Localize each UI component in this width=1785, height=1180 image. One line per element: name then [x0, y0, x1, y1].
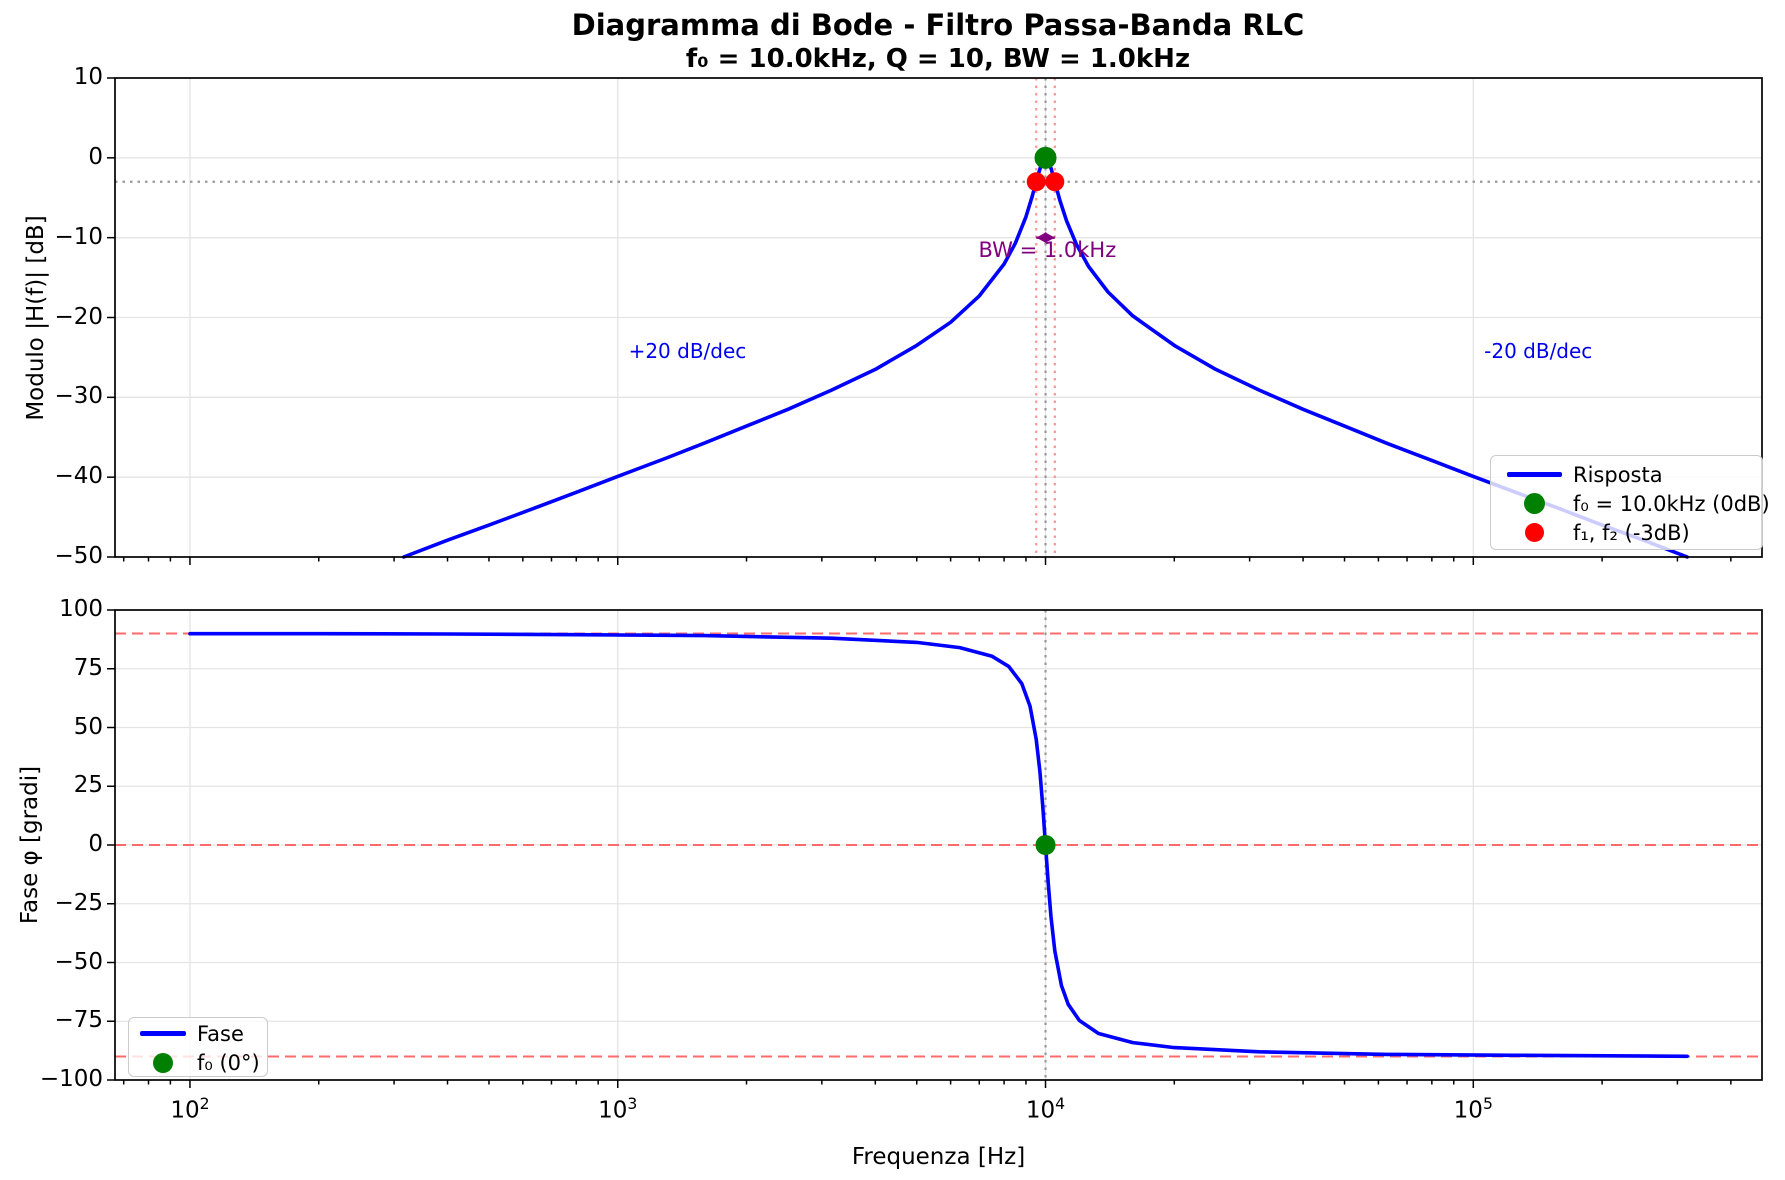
x-axis-label: Frequenza [Hz] — [851, 1144, 1026, 1170]
green-dot-icon — [137, 1052, 189, 1073]
magnitude-y-tick-label: −20 — [54, 303, 103, 330]
x-tick-label: 103 — [598, 1094, 638, 1124]
reference-lines — [115, 78, 1762, 1080]
gridlines — [115, 78, 1762, 1080]
phase-curve — [188, 631, 1689, 1059]
legend-label-fase: Fase — [197, 1021, 244, 1046]
legend-row-f1f2: f₁, f₂ (-3dB) — [1491, 518, 1762, 547]
phase-y-tick-label: 0 — [88, 831, 103, 857]
legend-label-f0: f₀ = 10.0kHz (0dB) — [1573, 491, 1770, 516]
legend-row-f0-phase: f₀ (0°) — [129, 1048, 267, 1077]
phase-y-tick-label: −50 — [54, 948, 103, 975]
slope-annotation-right: -20 dB/dec — [1484, 338, 1593, 363]
response-curves — [188, 156, 1689, 1059]
chart-title: Diagramma di Bode - Filtro Passa-Banda R… — [571, 8, 1305, 42]
x-tick-label: 104 — [1025, 1094, 1066, 1124]
red-dot-icon — [1503, 523, 1565, 542]
phase-y-tick-label: 100 — [59, 596, 103, 622]
magnitude-legend: Risposta f₀ = 10.0kHz (0dB) f₁, f₂ (-3dB… — [1490, 455, 1770, 550]
x-tick-label: 102 — [170, 1094, 210, 1124]
axes-frames-and-ticks — [107, 77, 1763, 1088]
phase-y-tick-label: −75 — [54, 1007, 103, 1034]
phase-y-tick-label: −100 — [39, 1066, 103, 1092]
chart-subtitle: f₀ = 10.0kHz, Q = 10, BW = 1.0kHz — [685, 44, 1191, 74]
magnitude-y-tick-label: 0 — [88, 143, 103, 170]
legend-label-f1f2: f₁, f₂ (-3dB) — [1573, 520, 1690, 545]
line-swatch-icon — [1503, 472, 1565, 477]
legend-label-risposta: Risposta — [1573, 462, 1663, 487]
bandwidth-arrow — [1036, 232, 1055, 244]
legend-row-risposta: Risposta — [1491, 460, 1762, 489]
bandwidth-annotation: BW = 1.0kHz — [978, 238, 1117, 263]
magnitude-y-tick-label: −30 — [54, 383, 103, 410]
phase-legend: Fase f₀ (0°) — [128, 1017, 268, 1077]
magnitude-y-tick-label: −10 — [54, 223, 103, 250]
legend-label-f0-phase: f₀ (0°) — [197, 1050, 260, 1075]
frequency-markers — [1026, 146, 1065, 855]
phase-y-tick-label: 75 — [73, 654, 103, 681]
magnitude-y-tick-label: −50 — [54, 543, 103, 569]
line-swatch-icon — [137, 1031, 189, 1036]
green-dot-icon — [1503, 493, 1565, 514]
phase-y-tick-label: 25 — [73, 772, 103, 799]
slope-annotation-left: +20 dB/dec — [628, 338, 747, 363]
legend-row-f0: f₀ = 10.0kHz (0dB) — [1491, 489, 1770, 518]
magnitude-y-tick-label: 10 — [73, 64, 103, 90]
x-tick-label: 105 — [1453, 1094, 1493, 1124]
legend-row-fase: Fase — [129, 1019, 267, 1048]
phase-y-tick-label: −25 — [54, 889, 103, 916]
phase-y-tick-label: 50 — [73, 713, 103, 740]
magnitude-y-tick-label: −40 — [54, 463, 103, 490]
